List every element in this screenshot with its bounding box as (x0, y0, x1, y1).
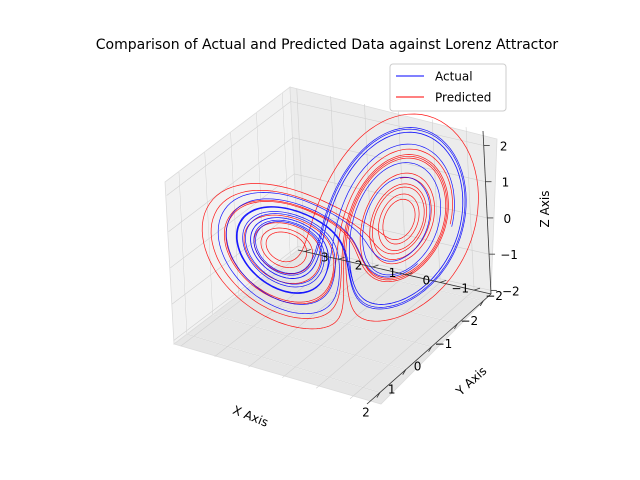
x-tick-mark (376, 392, 381, 398)
z-axis-line (482, 130, 492, 295)
x-tick-mark (402, 369, 407, 375)
z-tick-label: −2 (502, 284, 520, 298)
chart-title: Comparison of Actual and Predicted Data … (96, 37, 559, 53)
y-tick-mark (406, 272, 413, 276)
grid-x-back-line (256, 112, 265, 276)
y-tick-label: 0 (423, 274, 431, 288)
grid-y-floor-line (214, 259, 339, 357)
tick-labels: −2 −1 0 1 2 −2 −1 0 1 2 3 −2 −1 0 1 2 (321, 139, 520, 419)
x-tick-label: −2 (460, 314, 478, 328)
y-axis-line (297, 249, 492, 295)
grid-z-right-line (294, 173, 488, 219)
z-tick-label: 2 (500, 139, 508, 153)
grid-z-left-line (170, 173, 295, 269)
x-axis-line (366, 293, 492, 405)
grid-y-floor-line (282, 274, 407, 378)
actual-curve (217, 127, 467, 315)
grid-x-back-line (204, 151, 214, 315)
grid-z-right-line (297, 246, 491, 291)
y-tick-mark (338, 256, 345, 260)
x-tick-label: 1 (388, 383, 396, 397)
grid-y-back-line (465, 127, 475, 291)
x-tick-mark (479, 300, 484, 307)
y-tick-mark (473, 287, 481, 291)
grid-x-back-line (178, 171, 188, 335)
y-tick-label: 3 (321, 251, 329, 265)
grid-x-floor-line (186, 333, 381, 393)
y-tick-label: 2 (355, 258, 363, 272)
grid-x-back-line (230, 132, 239, 296)
z-tick-label: 0 (503, 212, 511, 226)
grid-z-left-line (166, 101, 291, 196)
x-tick-label: 0 (414, 360, 422, 374)
legend: Actual Predicted (389, 63, 507, 112)
z-axis-label: Z Axis (538, 191, 552, 228)
z-tick-label: −1 (500, 248, 518, 262)
grid-y-back-line (330, 96, 339, 260)
y-tick-label: −1 (451, 281, 469, 295)
z-tick-label: 1 (502, 176, 510, 190)
grid-y-floor-line (349, 289, 475, 399)
axes-lines (297, 130, 497, 405)
grid-z-left-line (171, 209, 297, 305)
legend-label-predicted: Predicted (435, 91, 491, 105)
grid-x-back-line (281, 92, 291, 256)
x-tick-label: −1 (435, 337, 453, 351)
y-tick-label: −2 (485, 289, 503, 303)
grid-lines (166, 88, 491, 399)
grid-x-floor-line (238, 294, 432, 347)
grid-y-floor-line (316, 282, 441, 389)
y-tick-label: 1 (389, 266, 397, 280)
plot-curves (201, 113, 479, 330)
x-tick-mark (454, 323, 458, 329)
y-tick-mark (372, 264, 379, 268)
y-tick-mark (304, 249, 311, 252)
grid-z-left-line (168, 137, 293, 232)
x-tick-label: 2 (362, 406, 370, 420)
grid-z-left-line (173, 246, 299, 341)
x-tick-mark (428, 346, 432, 352)
grid-z-right-line (290, 101, 484, 146)
grid-x-floor-line (212, 314, 406, 370)
predicted-curve (201, 113, 479, 330)
grid-y-back-line (431, 119, 441, 283)
legend-label-actual: Actual (435, 70, 473, 84)
y-tick-mark (440, 280, 447, 283)
